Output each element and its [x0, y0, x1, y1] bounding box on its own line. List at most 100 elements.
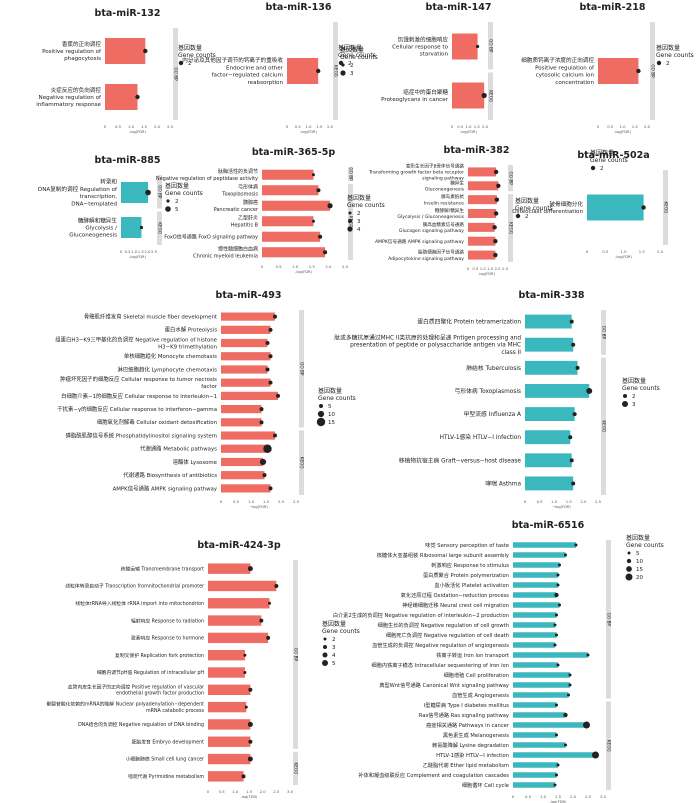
bar	[121, 182, 149, 203]
category-label: 淋巴细胞趋化 Lymphocyte chemotaxis	[117, 365, 217, 373]
x-tick-label: 2.5	[273, 789, 280, 794]
panel-title: bta-miR-6516	[512, 520, 585, 531]
legend-dot	[341, 63, 345, 67]
category-label: 糖酵解和糖异生	[78, 216, 118, 224]
legend-dot	[322, 652, 328, 658]
category-label: 白细胞介素−1的细胞反应 Cellular response to interl…	[61, 392, 217, 400]
category-strip	[157, 211, 162, 245]
category-label: reabsorption	[248, 80, 284, 86]
panel-bta-miR-493: bta-miR-493 GO BP KEGG 0 0.5 1.0 1.5 2.0 2.5 −log…	[55, 290, 356, 509]
x-tick-label: 2.0	[482, 124, 489, 129]
bar	[513, 692, 569, 698]
x-tick-label: 2.5	[167, 124, 174, 129]
panel-title: bta-miR-132	[95, 8, 161, 19]
legend-title: 基因数量	[318, 387, 342, 395]
bar	[513, 612, 557, 618]
gene-count-dot	[586, 653, 590, 657]
legend-dot	[623, 394, 627, 398]
x-tick-label: 1.0	[620, 249, 627, 254]
bar	[262, 185, 319, 196]
gene-count-dot	[558, 563, 561, 567]
legend-value: 2	[666, 61, 670, 67]
legend-value: 3	[357, 219, 361, 225]
category-label: Hepatitis B	[231, 222, 259, 228]
category-strip	[293, 751, 298, 785]
category-label: 破骨细胞分化	[549, 200, 583, 208]
category-label: Adipocytokine signaling pathway	[388, 256, 464, 262]
category-strip	[601, 357, 606, 495]
bar	[208, 719, 251, 730]
gene-count-dot	[493, 211, 499, 216]
x-tick-label: 0.5	[276, 264, 283, 269]
bar	[587, 194, 644, 221]
gene-count-dot	[247, 721, 253, 727]
category-label: 聚腺苷酸化依赖的mRNA的降解 Nuclear polyadenylation−…	[46, 701, 204, 708]
x-axis-label: -log(FDR)	[300, 130, 318, 134]
bar	[513, 572, 558, 578]
legend-title: 基因数量	[626, 534, 650, 542]
category-strip-label: KEGG	[602, 420, 607, 432]
bar	[468, 167, 497, 177]
category-label: 血小板活化 Platelet activation	[434, 581, 509, 589]
legend-value: 5	[175, 207, 179, 213]
category-strip	[508, 194, 513, 262]
x-tick-label: 2.0	[154, 124, 161, 129]
category-label: 慢性髓细胞白血病	[218, 246, 258, 253]
bar	[262, 231, 321, 242]
bar	[468, 181, 499, 191]
legend-value: 15	[636, 567, 643, 573]
category-strip-label: GO BP	[349, 167, 354, 181]
x-tick-label: 0.5	[537, 499, 544, 504]
x-tick-label: 0	[120, 249, 123, 254]
legend-title: 基因数量	[656, 44, 680, 52]
gene-count-dot	[493, 169, 499, 175]
gene-count-dot	[268, 327, 273, 332]
gene-count-dot	[139, 225, 144, 230]
panel-title: bta-miR-365-5p	[252, 147, 335, 158]
legend-value: 10	[328, 412, 335, 418]
panel-title: bta-miR-493	[216, 290, 282, 301]
legend-value: 20	[636, 575, 643, 581]
x-tick-label: 0.5	[602, 249, 609, 254]
category-label: 血管生成的负调控 Negative regulation of angiogen…	[372, 641, 509, 649]
legend-dot	[347, 218, 353, 224]
bar	[513, 662, 558, 668]
category-label: 肽酶活性的负调节	[218, 168, 258, 175]
category-label: FoxO信号通路 FoxO signaling pathway	[164, 234, 258, 241]
bar	[105, 84, 138, 110]
category-strip-label: GO BP	[174, 67, 179, 81]
gene-count-dot	[575, 365, 580, 370]
gene-count-dot	[555, 613, 558, 617]
legend-value: 2	[600, 166, 604, 172]
gene-count-dot	[493, 239, 498, 244]
category-strip	[508, 165, 513, 192]
x-tick-label: 0.5	[233, 499, 240, 504]
legend-dot	[317, 410, 325, 418]
panel-title: bta-miR-147	[426, 2, 492, 13]
legend-title: Gene counts	[322, 628, 360, 635]
x-tick-label: 2.5	[151, 249, 158, 254]
legend-title: Gene counts	[626, 542, 664, 549]
bar	[221, 312, 275, 321]
legend-dot	[316, 417, 326, 427]
bar	[513, 552, 566, 558]
bar	[208, 650, 245, 661]
gene-count-dot	[265, 341, 270, 346]
category-strip	[606, 540, 611, 699]
legend-title: Gene counts	[622, 385, 660, 392]
category-label: 典型Wnt信号通路 Canonical Wnt signaling pathwa…	[379, 681, 509, 689]
category-label: 乙型肝炎	[238, 215, 258, 222]
x-tick-label: 2.0	[325, 264, 332, 269]
bar	[513, 592, 557, 598]
x-tick-label: 0	[207, 789, 210, 794]
gene-count-dot	[553, 783, 557, 787]
legend-title: 基因数量	[178, 44, 202, 52]
x-tick-label: 2.5	[585, 794, 592, 799]
gene-count-dot	[316, 188, 321, 193]
legend-title: Gene counts	[338, 52, 376, 59]
legend-value: 2	[332, 637, 336, 643]
x-tick-label: 1.5	[316, 124, 323, 129]
category-strip-label: GO BP	[602, 326, 607, 340]
legend-dot	[348, 211, 352, 215]
